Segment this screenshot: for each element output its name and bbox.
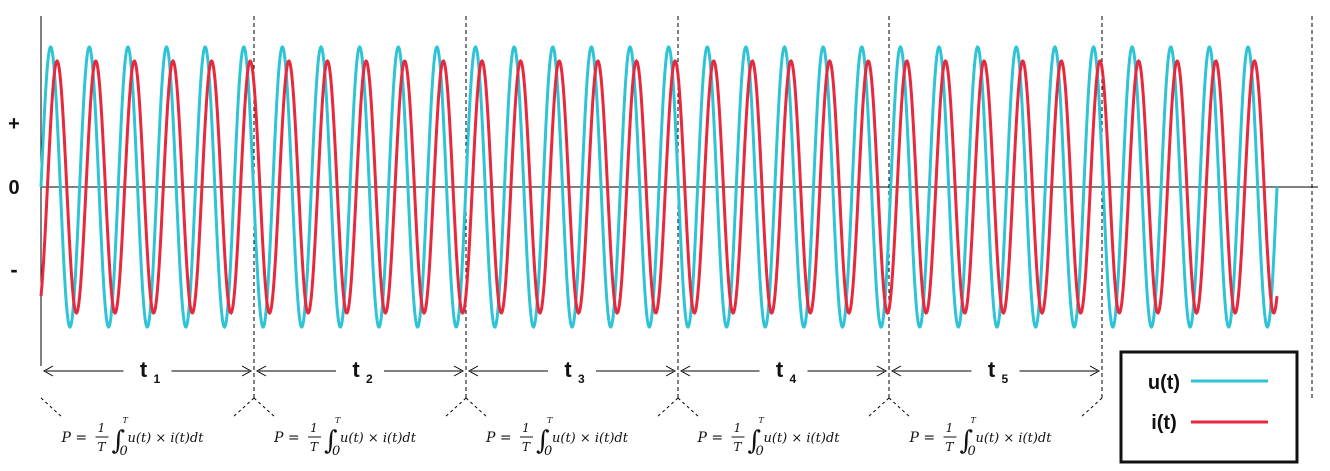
integral-upper-limit: T [123,416,129,425]
arrowhead-left [679,365,691,377]
formula-fan-line [40,397,64,419]
interval-label-sub: 2 [366,372,373,386]
series-line-i [39,59,1279,315]
formula-denominator: T [310,440,319,454]
interval-label-bg [336,357,384,385]
integral-lower-limit: 0 [332,444,340,459]
formula-numerator: 1 [734,421,742,435]
integral-upper-limit: T [547,416,553,425]
interval-label-bg [759,357,808,385]
formula-body: u(t) × i(t)dt [764,431,841,446]
formula-prefix: P = [61,430,88,446]
integral-lower-limit: 0 [968,444,976,459]
formula-denominator: T [945,440,954,454]
arrowhead-left [255,365,267,377]
formula-fan-line [655,397,679,419]
interval-label-sub: 5 [1002,372,1009,386]
arrowhead-right [665,365,677,377]
legend: u(t) i(t) [1119,350,1299,464]
integral-upper-limit: T [971,416,977,425]
interval-label: t [564,357,572,382]
y-label-zero: 0 [8,177,19,199]
formula-fan-line [465,397,489,419]
formula-fan-line [253,397,277,419]
arrowhead-right [1089,365,1101,377]
legend-box [1119,350,1299,464]
arrowhead-right [453,365,465,377]
formula-prefix: P = [485,430,512,446]
arrowhead-right [241,365,253,377]
formula-denominator: T [97,440,106,454]
formula-body: u(t) × i(t)dt [128,431,205,446]
interval-label-bg [123,357,172,385]
interval-label-bg [548,357,596,385]
formula-body: u(t) × i(t)dt [552,431,629,446]
formula-fan-line [1079,397,1103,419]
formula-fan-line [231,397,255,419]
legend-label-u: u(t) [1148,372,1180,394]
power-formula: P =1T ∫T0u(t) × i(t)dt [697,416,841,459]
interval-label: t [140,357,148,382]
power-formula: P =1T ∫T0u(t) × i(t)dt [485,416,629,459]
arrowhead-left [890,365,902,377]
formula-numerator: 1 [310,421,318,435]
formula-prefix: P = [909,430,936,446]
y-label-minus: - [10,257,17,282]
y-label-plus: + [8,113,20,135]
interval-label-bg [971,357,1020,385]
integral-upper-limit: T [335,416,341,425]
interval-label-sub: 1 [154,372,161,386]
arrowhead-right [876,365,888,377]
power-formula: P =1T ∫T0u(t) × i(t)dt [61,416,205,459]
formula-body: u(t) × i(t)dt [340,431,417,446]
formula-fan-line [677,397,701,419]
integral-lower-limit: 0 [120,444,128,459]
integral-lower-limit: 0 [544,444,552,459]
formula-fan-line [443,397,467,419]
formula-denominator: T [733,440,742,454]
arrowhead-left [467,365,479,377]
integral-lower-limit: 0 [756,444,764,459]
formula-numerator: 1 [98,421,106,435]
formula-prefix: P = [273,430,300,446]
integral-upper-limit: T [759,416,765,425]
formula-denominator: T [522,440,531,454]
integral-sign-icon: ∫ [324,426,338,456]
formula-numerator: 1 [946,421,954,435]
formula-fan-line [866,397,890,419]
formula-prefix: P = [697,430,724,446]
series-line-u [39,44,1279,330]
power-formula: P =1T ∫T0u(t) × i(t)dt [273,416,417,459]
formula-numerator: 1 [522,421,530,435]
interval-label: t [776,357,784,382]
interval-label-sub: 4 [790,372,797,386]
formula-fan-line [888,397,912,419]
integral-sign-icon: ∫ [536,426,550,456]
interval-label: t [352,357,360,382]
power-formula: P =1T ∫T0u(t) × i(t)dt [909,416,1053,459]
interval-label: t [988,357,996,382]
arrowhead-left [42,365,54,377]
legend-label-i: i(t) [1151,412,1177,434]
integral-sign-icon: ∫ [960,426,974,456]
integral-sign-icon: ∫ [748,426,762,456]
interval-label-sub: 3 [578,372,585,386]
integral-sign-icon: ∫ [112,426,126,456]
formula-body: u(t) × i(t)dt [976,431,1053,446]
